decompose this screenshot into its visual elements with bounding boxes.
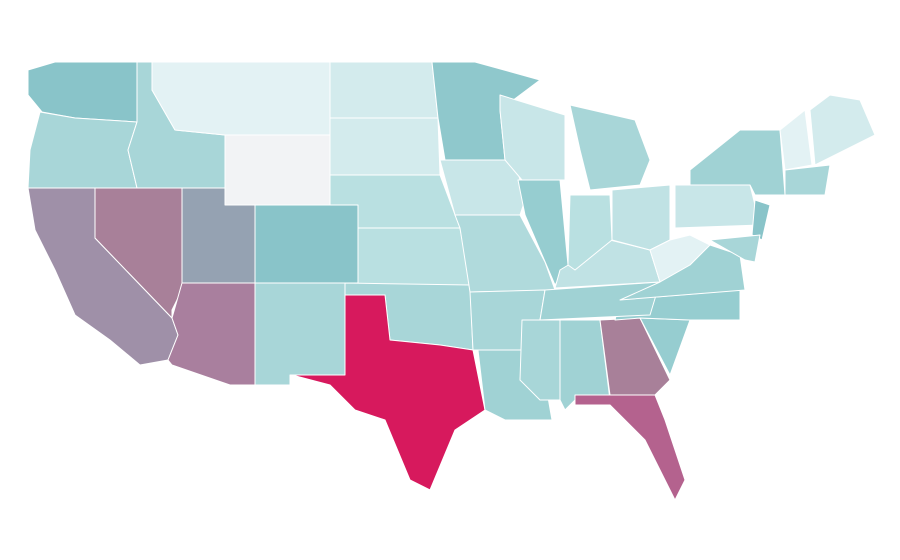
state-region — [779, 109, 813, 171]
state-region — [611, 184, 671, 251]
state-region — [329, 61, 439, 119]
state-region — [674, 184, 761, 229]
state-region — [27, 111, 138, 189]
state-region — [751, 199, 771, 241]
state-region — [329, 117, 441, 176]
state-region — [254, 282, 346, 386]
state-region — [439, 159, 526, 216]
state-region — [567, 194, 613, 271]
state-region — [519, 319, 561, 401]
state-region — [167, 282, 256, 386]
state-region — [709, 234, 761, 263]
state-region — [151, 61, 331, 136]
state-region — [574, 394, 686, 501]
state-region — [784, 164, 831, 196]
state-region — [254, 204, 359, 284]
state-region — [569, 104, 651, 191]
state-region — [357, 227, 471, 286]
state-region — [224, 134, 331, 206]
state-region — [809, 94, 876, 166]
state-region — [291, 294, 486, 491]
state-region — [689, 129, 786, 196]
